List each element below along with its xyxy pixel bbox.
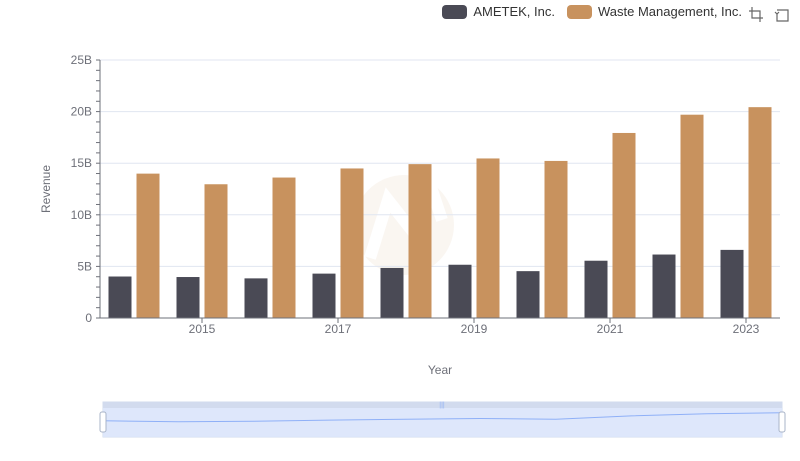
bar-waste-management-2017[interactable]	[340, 168, 364, 318]
x-axis-title: Year	[428, 363, 452, 377]
bar-waste-management-2014[interactable]	[136, 173, 160, 318]
legend-item-waste-management[interactable]: Waste Management, Inc.	[566, 4, 742, 19]
bar-waste-management-2018[interactable]	[408, 164, 432, 318]
bar-waste-management-2022[interactable]	[680, 114, 704, 318]
legend-item-ametek[interactable]: AMETEK, Inc.	[442, 4, 555, 19]
data-zoom-slider[interactable]: |||	[99, 401, 786, 438]
bar-ametek-2018[interactable]	[380, 267, 404, 318]
x-tick-label: 2015	[189, 322, 216, 336]
bars	[108, 107, 772, 318]
bar-ametek-2017[interactable]	[312, 273, 336, 318]
y-tick-label: 25B	[71, 53, 92, 67]
y-tick-label: 20B	[71, 105, 92, 119]
restore-icon[interactable]	[774, 6, 790, 22]
bar-ametek-2020[interactable]	[516, 271, 540, 318]
bar-waste-management-2016[interactable]	[272, 177, 296, 318]
bar-ametek-2019[interactable]	[448, 264, 472, 318]
bar-waste-management-2020[interactable]	[544, 160, 568, 318]
legend-label-waste-management: Waste Management, Inc.	[597, 4, 742, 19]
bar-ametek-2014[interactable]	[108, 276, 132, 318]
x-axis-ticks: 2015 2017 2019 2021 2023	[189, 318, 760, 336]
y-tick-label: 5B	[77, 259, 92, 273]
bar-ametek-2015[interactable]	[176, 277, 200, 318]
data-zoom-grip-icon[interactable]: |||	[439, 402, 445, 409]
y-tick-label: 15B	[71, 156, 92, 170]
watermark-logo	[354, 175, 454, 275]
bar-waste-management-2019[interactable]	[476, 158, 500, 318]
bar-waste-management-2021[interactable]	[612, 132, 636, 318]
bar-waste-management-2023[interactable]	[748, 107, 772, 318]
bar-ametek-2023[interactable]	[720, 249, 744, 318]
bar-ametek-2021[interactable]	[584, 260, 608, 318]
y-tick-label: 0	[85, 311, 92, 325]
legend-swatch-waste-management	[566, 4, 592, 19]
toolbox	[748, 6, 790, 22]
bar-ametek-2016[interactable]	[244, 278, 268, 318]
x-tick-label: 2021	[597, 322, 624, 336]
data-zoom-top-bar[interactable]	[103, 402, 782, 408]
y-axis-ticks: 0 5B 10B 15B 20B 25B	[71, 53, 93, 325]
legend-label-ametek: AMETEK, Inc.	[473, 4, 555, 19]
x-tick-label: 2023	[733, 322, 760, 336]
bar-ametek-2022[interactable]	[652, 254, 676, 318]
x-tick-label: 2017	[325, 322, 352, 336]
data-zoom-handle-left[interactable]	[99, 411, 107, 433]
zoom-icon[interactable]	[748, 6, 764, 22]
y-axis-title: Revenue	[39, 165, 53, 213]
y-axis-minor-ticks	[96, 59, 100, 319]
bar-waste-management-2015[interactable]	[204, 184, 228, 318]
data-zoom-handle-right[interactable]	[778, 411, 786, 433]
legend: AMETEK, Inc. Waste Management, Inc.	[430, 4, 742, 19]
legend-swatch-ametek	[442, 4, 468, 19]
x-tick-label: 2019	[461, 322, 488, 336]
data-zoom-selection[interactable]	[103, 408, 782, 437]
y-tick-label: 10B	[71, 208, 92, 222]
data-zoom-preview-line	[102, 412, 783, 423]
